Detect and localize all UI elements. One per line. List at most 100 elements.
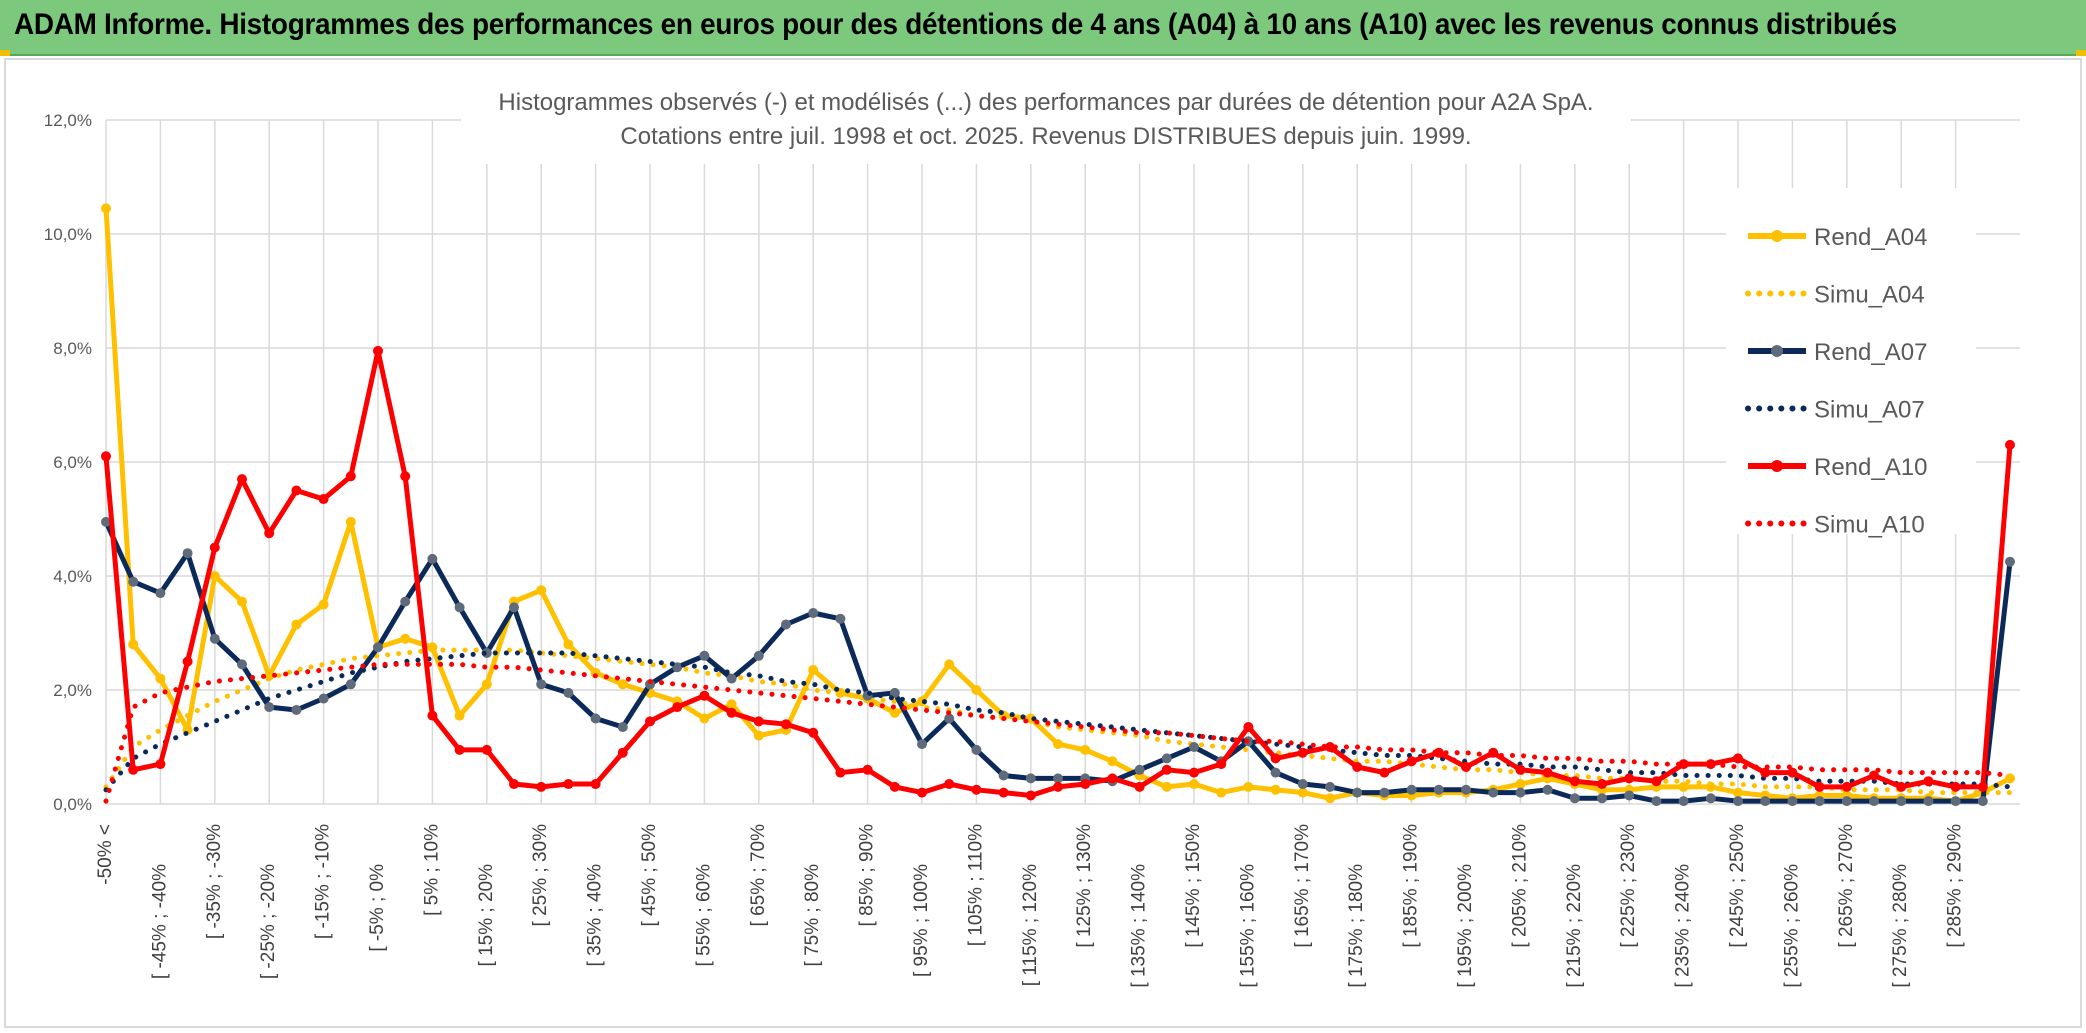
x-tick-label: [ 205% ; 210% (1509, 824, 1530, 948)
x-tick-label: [ -45% ; -40% (149, 864, 170, 979)
y-tick-label: 10,0% (44, 225, 92, 244)
x-tick-label: [ 65% ; 70% (748, 824, 769, 927)
data-point-rend-a04 (563, 639, 574, 650)
data-point-rend-a10 (1134, 781, 1145, 792)
data-point-rend-a10 (1379, 767, 1390, 778)
data-point-rend-a10 (1216, 759, 1227, 770)
data-point-rend-a10 (237, 474, 247, 485)
data-point-rend-a10 (2005, 439, 2015, 450)
chart-frame: Histogrammes observés (-) et modélisés (… (4, 58, 2082, 1028)
data-point-rend-a04 (318, 599, 329, 610)
data-point-rend-a07 (998, 770, 1009, 781)
data-point-rend-a04 (1216, 787, 1227, 798)
data-point-rend-a10 (1406, 756, 1417, 767)
x-tick-label: [ 35% ; 40% (585, 864, 606, 967)
data-point-rend-a10 (1080, 779, 1091, 790)
x-tick-label: [ 125% ; 130% (1074, 824, 1095, 948)
data-point-rend-a04 (753, 730, 764, 741)
data-point-rend-a10 (1461, 761, 1471, 772)
data-point-rend-a10 (590, 779, 601, 790)
data-point-rend-a07 (155, 588, 166, 599)
data-point-rend-a07 (1569, 793, 1580, 804)
data-point-rend-a10 (345, 471, 356, 482)
data-point-rend-a04 (944, 659, 955, 670)
data-point-rend-a04 (971, 685, 982, 695)
data-point-rend-a07 (1297, 779, 1308, 790)
data-point-rend-a10 (1841, 781, 1852, 792)
data-point-rend-a10 (998, 787, 1009, 798)
data-point-rend-a10 (781, 719, 791, 730)
x-tick-label: [ -25% ; -20% (258, 864, 279, 979)
data-point-rend-a10 (1787, 767, 1798, 778)
data-point-rend-a07 (1733, 796, 1743, 807)
data-point-rend-a07 (1923, 796, 1934, 807)
data-point-rend-a07 (1433, 784, 1444, 795)
data-point-rend-a07 (1406, 784, 1417, 795)
data-point-rend-a10 (1297, 747, 1308, 758)
x-tick-label: [ 225% ; 230% (1618, 824, 1639, 948)
x-tick-label: [ 75% ; 80% (802, 864, 823, 967)
legend-label-simu-a10: Simu_A10 (1814, 512, 1925, 539)
data-point-rend-a07 (1841, 796, 1852, 807)
data-point-rend-a07 (1624, 790, 1635, 801)
data-point-rend-a04 (1678, 781, 1689, 792)
data-point-rend-a07 (1134, 764, 1145, 775)
data-point-rend-a10 (1733, 753, 1743, 764)
data-point-rend-a04 (617, 679, 628, 690)
data-point-rend-a07 (318, 693, 329, 704)
data-point-rend-a10 (291, 485, 302, 496)
legend: Rend_A04 Simu_A04 Rend_A07 Simu_A07 Rend_A10… (1726, 188, 1976, 539)
y-tick-label: 4,0% (53, 567, 92, 586)
data-point-rend-a10 (1651, 776, 1662, 787)
data-point-rend-a07 (563, 687, 574, 698)
data-point-rend-a10 (672, 702, 683, 713)
legend-label-rend-a07: Rend_A07 (1814, 339, 1927, 366)
x-tick-label: [ 175% ; 180% (1346, 864, 1367, 988)
data-point-rend-a04 (128, 639, 139, 650)
data-point-rend-a07 (917, 739, 927, 750)
data-point-rend-a04 (1325, 793, 1335, 804)
data-point-rend-a04 (726, 699, 737, 710)
data-point-rend-a07 (889, 687, 900, 698)
data-point-rend-a10 (427, 710, 438, 721)
data-point-rend-a10 (1542, 767, 1553, 778)
corner-mark-left (0, 50, 10, 56)
data-point-rend-a10 (1923, 776, 1934, 787)
x-tick-label: [ 265% ; 270% (1836, 824, 1857, 948)
data-point-rend-a07 (182, 548, 193, 559)
data-point-rend-a07 (1025, 773, 1036, 784)
x-tick-label: [ 235% ; 240% (1673, 864, 1694, 988)
data-point-rend-a04 (536, 585, 547, 596)
y-tick-label: 12,0% (44, 111, 92, 130)
data-point-rend-a04 (291, 619, 302, 630)
x-tick-label: [ 285% ; 290% (1945, 824, 1966, 948)
data-point-rend-a04 (1297, 787, 1308, 798)
legend-marker-rend-a07 (1771, 345, 1783, 357)
data-point-rend-a07 (1515, 787, 1526, 798)
data-point-rend-a10 (509, 779, 519, 790)
legend-label-rend-a10: Rend_A10 (1814, 454, 1927, 481)
data-point-rend-a10 (1597, 779, 1607, 790)
gridlines (105, 119, 2020, 805)
data-point-rend-a10 (1896, 781, 1907, 792)
legend-label-simu-a04: Simu_A04 (1814, 282, 1925, 309)
data-point-rend-a10 (726, 707, 737, 718)
data-point-rend-a10 (182, 656, 193, 667)
data-point-rend-a10 (1624, 773, 1635, 784)
data-point-rend-a07 (1488, 787, 1499, 798)
data-point-rend-a10 (536, 781, 547, 792)
data-point-rend-a04 (345, 516, 356, 527)
data-point-rend-a10 (971, 784, 982, 795)
histogram-chart: Histogrammes observés (-) et modélisés (… (44, 82, 2020, 988)
data-point-rend-a07 (781, 619, 791, 630)
data-point-rend-a07 (1270, 767, 1281, 778)
data-point-rend-a10 (264, 528, 275, 539)
data-point-rend-a07 (1461, 784, 1471, 795)
x-tick-label: [ -5% ; 0% (367, 864, 388, 952)
data-point-rend-a10 (1053, 781, 1063, 792)
data-point-rend-a07 (835, 613, 846, 624)
data-point-rend-a10 (617, 747, 628, 758)
data-point-rend-a07 (291, 704, 302, 715)
series-line-simu-a04 (103, 647, 2013, 796)
data-point-rend-a10 (209, 542, 220, 553)
